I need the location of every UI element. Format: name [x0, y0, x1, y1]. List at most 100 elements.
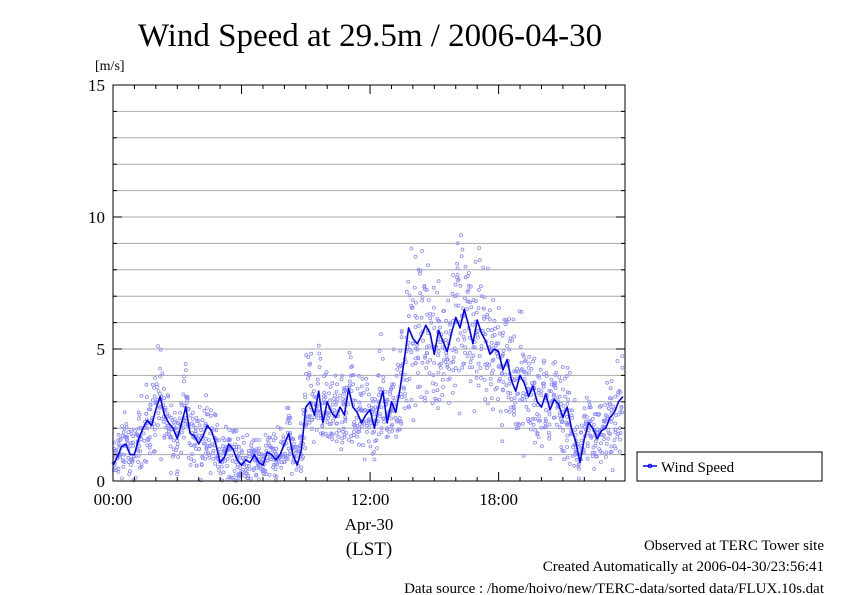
data-point: [365, 382, 370, 387]
data-point: [540, 444, 544, 449]
data-point: [496, 325, 500, 330]
data-point: [217, 447, 222, 452]
data-point: [538, 418, 542, 423]
data-point: [599, 460, 603, 465]
data-point: [420, 360, 425, 365]
data-point: [211, 456, 216, 461]
data-point: [436, 353, 441, 358]
data-point: [496, 341, 501, 346]
data-point: [169, 471, 173, 475]
data-point: [426, 298, 431, 303]
data-point: [279, 465, 284, 470]
data-point: [377, 349, 382, 353]
data-point: [247, 454, 252, 459]
data-point: [287, 415, 291, 420]
data-point: [353, 423, 357, 428]
data-point: [175, 442, 180, 446]
data-point: [565, 433, 570, 438]
data-point: [469, 305, 474, 310]
data-point: [232, 469, 237, 473]
data-point: [274, 474, 279, 479]
data-point: [136, 426, 141, 431]
data-point: [413, 313, 418, 318]
data-point: [587, 405, 592, 410]
data-point: [323, 431, 328, 436]
data-point: [342, 391, 347, 396]
data-point: [120, 424, 124, 429]
data-point: [144, 395, 149, 400]
data-point: [171, 452, 176, 457]
data-point: [327, 422, 332, 427]
data-point: [204, 412, 209, 417]
data-point: [501, 330, 505, 335]
data-point: [533, 440, 537, 445]
data-point: [498, 409, 503, 414]
data-point: [188, 443, 193, 448]
data-point: [465, 307, 470, 311]
data-point: [415, 385, 420, 390]
data-point: [620, 365, 625, 370]
data-point: [445, 357, 450, 362]
data-point: [473, 299, 478, 304]
data-point: [364, 419, 369, 424]
series-line-wind-speed: [112, 308, 624, 467]
data-point: [402, 394, 407, 399]
data-point: [181, 435, 186, 440]
data-point: [256, 446, 261, 451]
data-point: [390, 422, 395, 427]
data-point: [526, 408, 531, 413]
data-point: [359, 393, 364, 398]
data-point: [389, 385, 394, 390]
data-point: [190, 417, 195, 421]
data-point: [331, 397, 336, 401]
data-point: [138, 425, 143, 430]
data-point: [406, 314, 411, 319]
data-point: [389, 416, 394, 421]
data-point: [504, 408, 509, 413]
data-point: [478, 366, 483, 370]
data-point: [597, 447, 602, 452]
data-point: [428, 316, 433, 321]
data-point: [565, 445, 569, 449]
data-point: [446, 377, 451, 382]
data-point: [415, 347, 420, 352]
data-point: [307, 413, 312, 418]
data-point: [456, 303, 461, 308]
data-point: [455, 241, 460, 246]
data-point: [111, 468, 116, 473]
data-point: [566, 397, 570, 402]
data-point: [347, 383, 352, 388]
data-point: [183, 368, 188, 373]
data-point: [492, 332, 497, 337]
data-point: [597, 412, 601, 417]
data-point: [305, 417, 310, 422]
data-point: [228, 447, 232, 452]
data-point: [195, 419, 199, 424]
data-point: [423, 355, 428, 360]
data-point: [186, 406, 191, 411]
data-point: [486, 266, 490, 271]
data-point: [500, 439, 505, 444]
data-point: [243, 467, 248, 472]
data-point: [271, 438, 276, 443]
data-point: [554, 422, 559, 427]
data-point: [425, 263, 430, 268]
data-point: [527, 370, 531, 375]
data-point: [335, 396, 340, 401]
data-point: [409, 350, 414, 355]
data-point: [340, 373, 344, 378]
data-point: [246, 448, 251, 453]
data-point: [398, 348, 403, 353]
data-point: [519, 309, 524, 314]
data-point: [584, 395, 589, 400]
grid-lines: [113, 110, 625, 456]
data-point: [360, 408, 364, 413]
data-point: [131, 440, 135, 445]
data-point: [512, 369, 517, 374]
data-point: [354, 415, 359, 420]
data-point: [473, 259, 478, 264]
data-point: [333, 373, 338, 378]
data-point: [500, 333, 505, 338]
data-point: [416, 371, 420, 375]
data-point: [462, 337, 467, 342]
